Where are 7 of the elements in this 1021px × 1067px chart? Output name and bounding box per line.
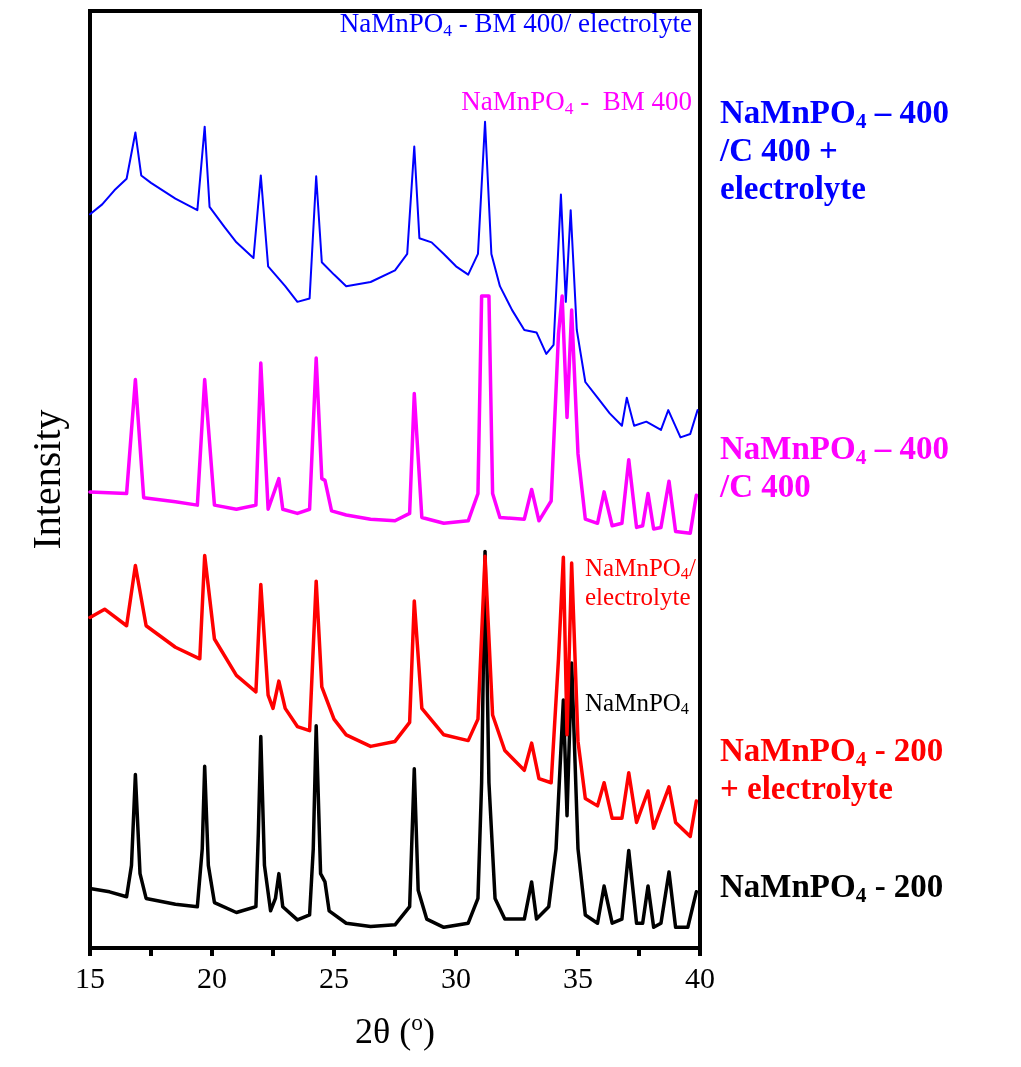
x-tick-label: 40 xyxy=(685,960,715,994)
x-tick-label: 25 xyxy=(319,960,349,994)
x-tick-label: 15 xyxy=(75,960,105,994)
x-tick-label: 20 xyxy=(197,960,227,994)
x-tick-label: 35 xyxy=(563,960,593,994)
y-axis-title: Intensity xyxy=(23,409,69,550)
x-tick-label: 30 xyxy=(441,960,471,994)
